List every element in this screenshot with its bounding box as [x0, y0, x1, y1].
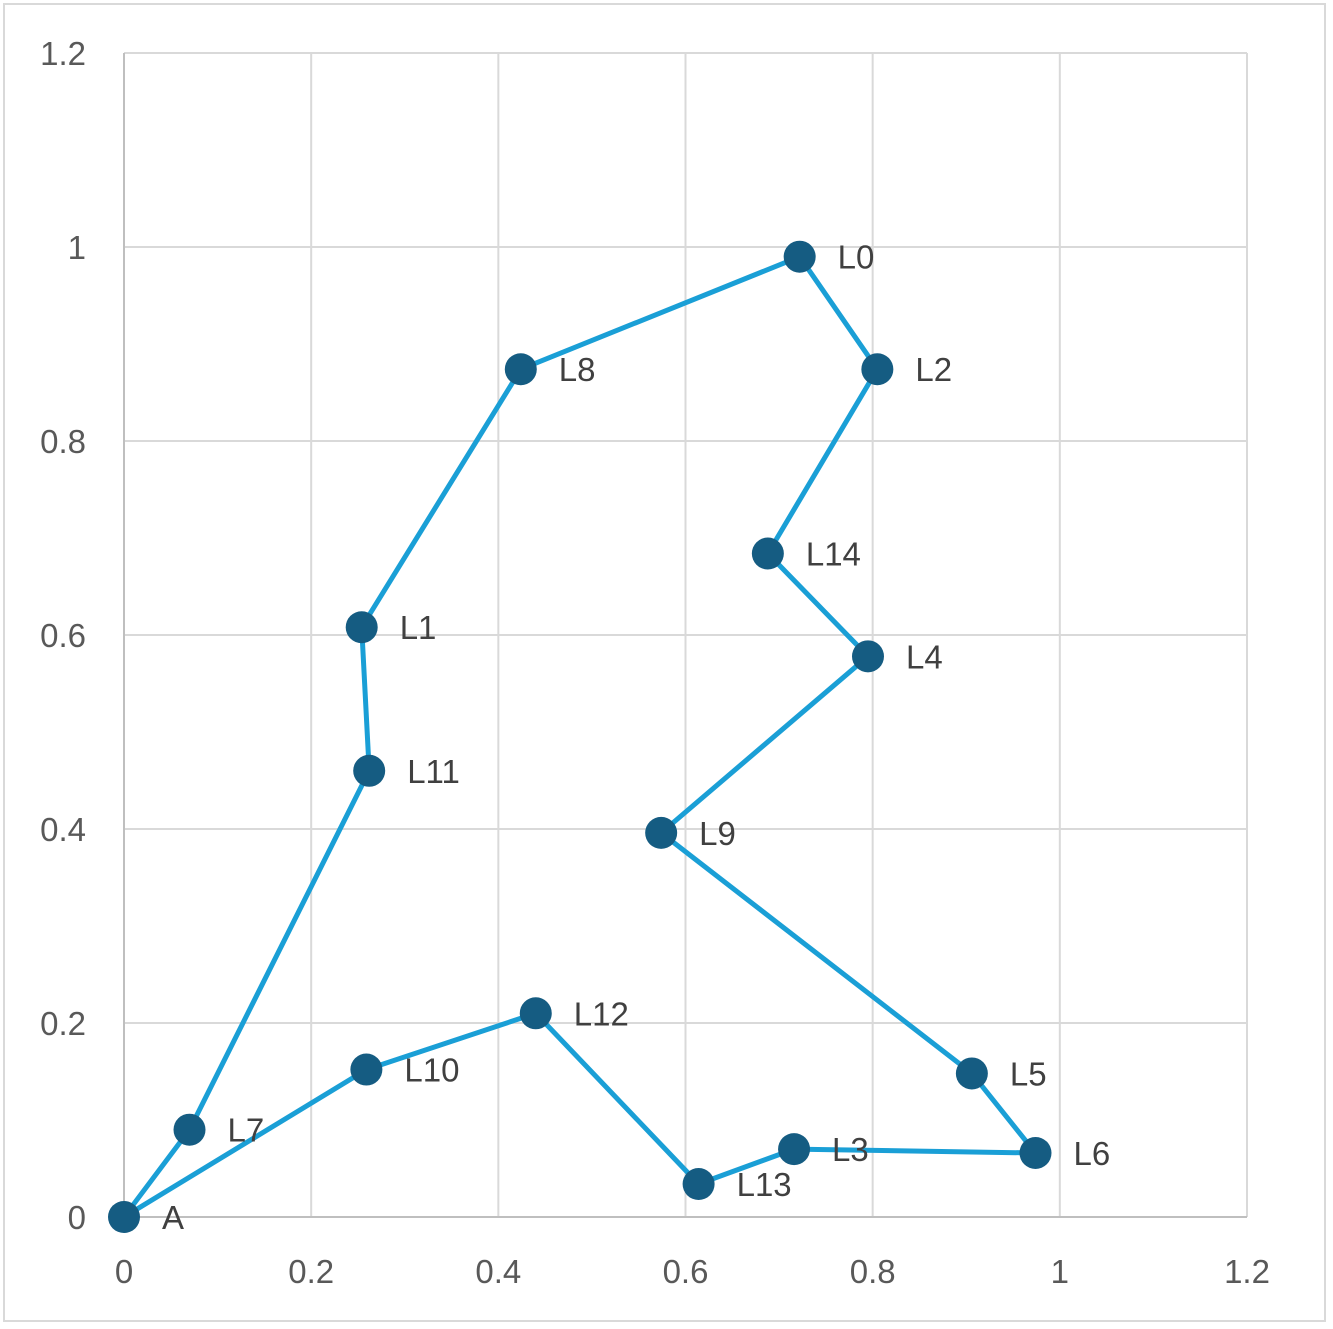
- point-marker-l0: [783, 240, 816, 273]
- point-label-l2: L2: [915, 351, 952, 388]
- y-tick-label: 0: [68, 1199, 86, 1236]
- point-marker-l6: [1019, 1136, 1052, 1169]
- point-label-l10: L10: [404, 1052, 459, 1089]
- point-marker-l13: [682, 1168, 715, 1201]
- x-tick-label: 1.2: [1224, 1253, 1270, 1290]
- point-label-l14: L14: [806, 536, 861, 573]
- y-tick-label: 0.4: [40, 811, 86, 848]
- point-marker-l2: [861, 353, 894, 386]
- x-tick-label: 0.6: [663, 1253, 709, 1290]
- point-marker-l7: [173, 1113, 206, 1146]
- point-marker-l10: [350, 1053, 383, 1086]
- axes: [123, 53, 1247, 1218]
- x-tick-label: 0.4: [475, 1253, 521, 1290]
- point-label-l3: L3: [832, 1131, 869, 1168]
- point-marker-a: [108, 1201, 140, 1233]
- route-line: [122, 254, 1038, 1220]
- point-labels: A L7 L11 L1 L8 L0 L2 L14 L4 L9 L5 L6 L3 L13 L12 L10: [162, 239, 1110, 1236]
- point-marker-l8: [504, 353, 537, 386]
- point-marker-l14: [751, 537, 784, 570]
- point-label-a: A: [162, 1199, 184, 1236]
- x-tick-label: 0.2: [288, 1253, 334, 1290]
- point-label-l1: L1: [400, 609, 437, 646]
- y-tick-label: 1.2: [40, 35, 86, 72]
- point-label-l13: L13: [737, 1166, 792, 1203]
- y-tick-label: 0.6: [40, 617, 86, 654]
- point-label-l5: L5: [1010, 1055, 1047, 1092]
- point-label-l7: L7: [228, 1112, 265, 1149]
- y-tick-label: 1: [68, 229, 86, 266]
- y-tick-label: 0.2: [40, 1005, 86, 1042]
- point-label-l8: L8: [559, 351, 596, 388]
- point-label-l6: L6: [1074, 1135, 1111, 1172]
- tick-labels: 0 0.2 0.4 0.6 0.8 1 1.2 0 0.2 0.4 0.6 0.8 1 1.2: [40, 35, 1270, 1290]
- route-series: [122, 254, 1038, 1220]
- grid-lines: [124, 52, 1248, 1217]
- point-label-l0: L0: [838, 239, 875, 276]
- point-marker-l5: [955, 1057, 988, 1090]
- point-marker-l3: [778, 1133, 811, 1166]
- point-marker-l12: [519, 997, 552, 1030]
- point-label-l9: L9: [699, 815, 736, 852]
- chart-frame: [3, 3, 1326, 1322]
- point-marker-l4: [851, 640, 884, 673]
- point-marker-l9: [645, 816, 678, 849]
- x-tick-label: 0: [115, 1253, 133, 1290]
- y-tick-label: 0.8: [40, 423, 86, 460]
- point-label-l11: L11: [407, 753, 460, 790]
- point-marker-l11: [353, 754, 386, 787]
- x-tick-label: 0.8: [850, 1253, 896, 1290]
- point-label-l12: L12: [574, 995, 629, 1032]
- point-label-l4: L4: [906, 638, 943, 675]
- route-points: [108, 240, 1052, 1233]
- point-marker-l1: [345, 611, 378, 644]
- x-tick-label: 1: [1051, 1253, 1069, 1290]
